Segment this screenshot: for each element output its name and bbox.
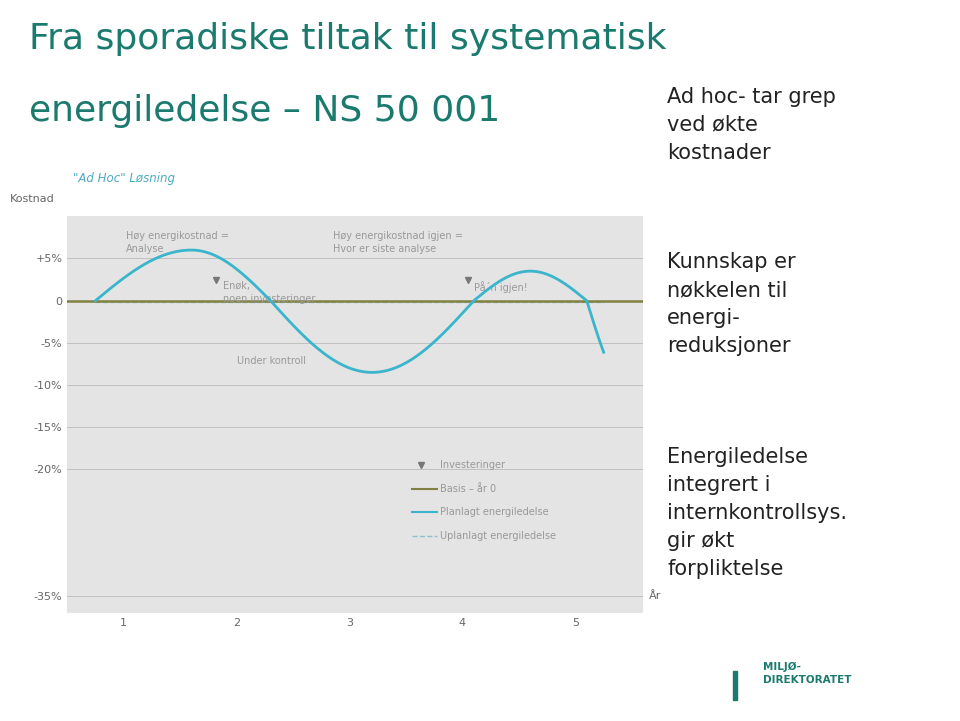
Text: Basis – år 0: Basis – år 0 — [440, 484, 496, 494]
Text: MILJØ-
DIREKTORATET: MILJØ- DIREKTORATET — [763, 662, 852, 686]
Text: Planlagt energiledelse: Planlagt energiledelse — [440, 508, 548, 518]
Text: Enøk,
noen investeringer: Enøk, noen investeringer — [223, 281, 316, 304]
Text: Uplanlagt energiledelse: Uplanlagt energiledelse — [440, 531, 556, 541]
Text: År: År — [649, 591, 661, 601]
Text: Investeringer: Investeringer — [440, 460, 505, 470]
Text: Under kontroll: Under kontroll — [236, 355, 305, 366]
Text: På´n igjen!: På´n igjen! — [474, 281, 527, 293]
Text: Kostnad: Kostnad — [10, 195, 55, 204]
Bar — [719, 673, 732, 698]
Text: Energiledelse
integrert i
internkontrollsys.
gir økt
forpliktelse: Energiledelse integrert i internkontroll… — [667, 447, 847, 579]
Text: "Ad Hoc" Løsning: "Ad Hoc" Løsning — [73, 172, 175, 185]
Text: Høy energikostnad =
Analyse: Høy energikostnad = Analyse — [126, 231, 228, 254]
Text: Kunnskap er
nøkkelen til
energi-
reduksjoner: Kunnskap er nøkkelen til energi- reduksj… — [667, 252, 796, 356]
Text: energiledelse – NS 50 001: energiledelse – NS 50 001 — [29, 94, 500, 128]
Bar — [732, 671, 736, 700]
Text: Høy energikostnad igjen =
Hvor er siste analyse: Høy energikostnad igjen = Hvor er siste … — [332, 231, 463, 254]
Text: Fra sporadiske tiltak til systematisk: Fra sporadiske tiltak til systematisk — [29, 22, 666, 56]
Text: Ad hoc- tar grep
ved økte
kostnader: Ad hoc- tar grep ved økte kostnader — [667, 87, 836, 162]
Bar — [738, 673, 752, 698]
